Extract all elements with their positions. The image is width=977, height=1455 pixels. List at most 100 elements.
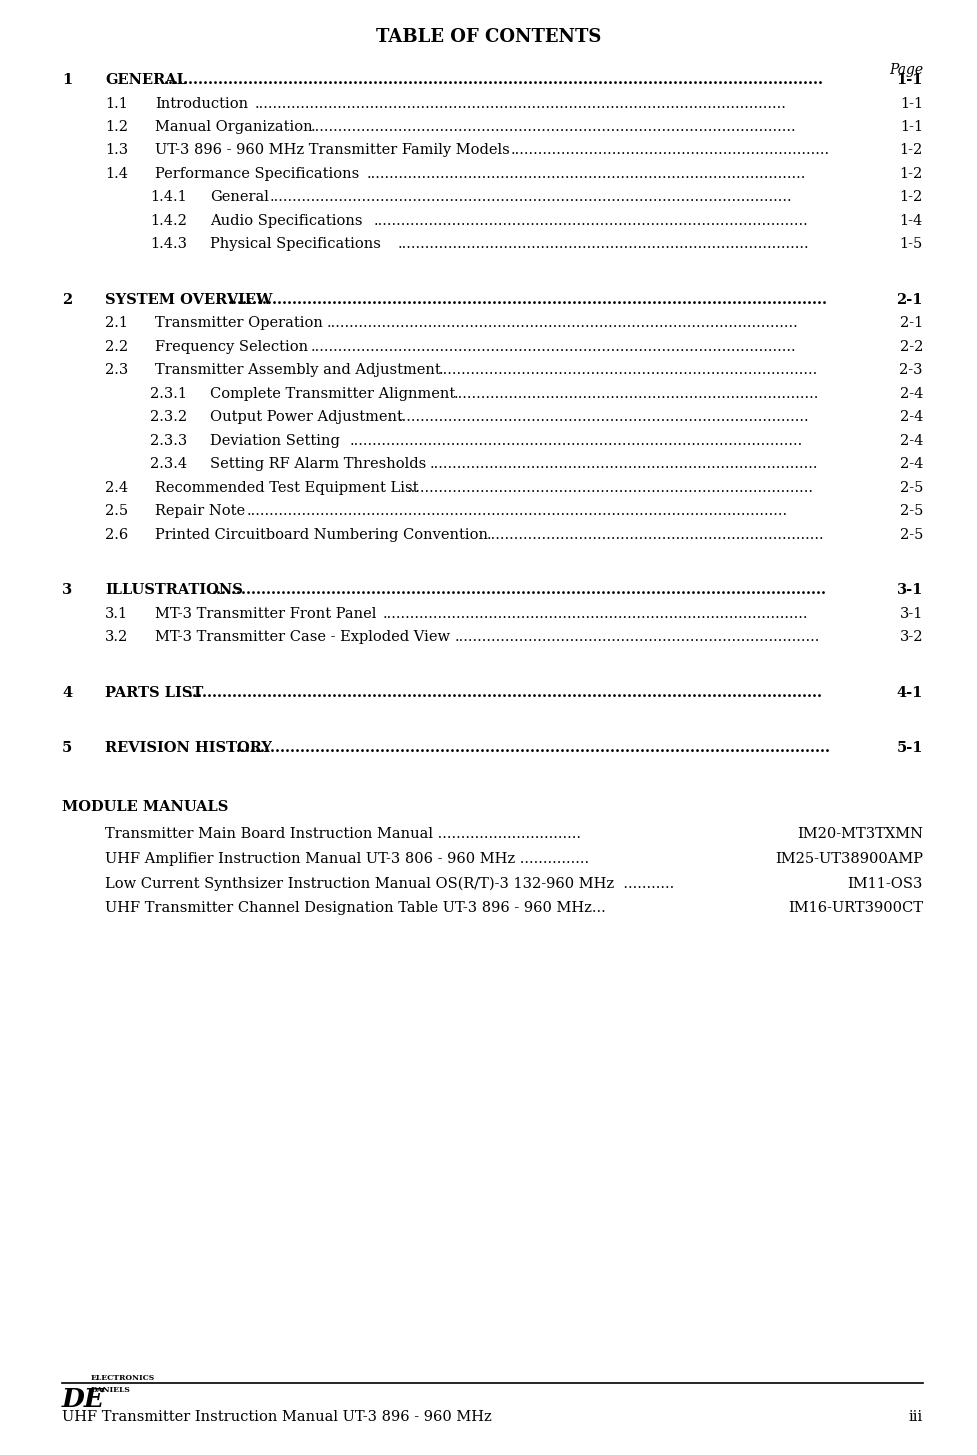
- Text: 2-4: 2-4: [899, 410, 922, 425]
- Text: 2.3: 2.3: [105, 364, 128, 377]
- Text: Repair Note: Repair Note: [154, 505, 245, 518]
- Text: IM25-UT38900AMP: IM25-UT38900AMP: [774, 853, 922, 866]
- Text: 1.4: 1.4: [105, 167, 128, 180]
- Text: 2.6: 2.6: [105, 528, 128, 543]
- Text: 2-4: 2-4: [899, 434, 922, 448]
- Text: SYSTEM OVERVIEW: SYSTEM OVERVIEW: [105, 292, 273, 307]
- Text: ................................................................................: ........................................…: [246, 505, 786, 518]
- Text: ................................................................................: ........................................…: [188, 685, 823, 700]
- Text: General: General: [210, 191, 269, 205]
- Text: ................................................................................: ........................................…: [397, 410, 808, 425]
- Text: Transmitter Main Board Instruction Manual ...............................: Transmitter Main Board Instruction Manua…: [105, 828, 580, 841]
- Text: 2-2: 2-2: [899, 340, 922, 354]
- Text: ELECTRONICS: ELECTRONICS: [91, 1374, 155, 1382]
- Text: IM11-OS3: IM11-OS3: [847, 876, 922, 890]
- Text: 1.2: 1.2: [105, 119, 128, 134]
- Text: 2.5: 2.5: [105, 505, 128, 518]
- Text: 2.3.1: 2.3.1: [149, 387, 187, 402]
- Text: 1-1: 1-1: [899, 96, 922, 111]
- Text: ...............................................................................: ........................................…: [453, 387, 818, 402]
- Text: 3-1: 3-1: [896, 583, 922, 598]
- Text: 2.3.4: 2.3.4: [149, 457, 187, 471]
- Text: ................................................................................: ........................................…: [164, 73, 824, 87]
- Text: 3-2: 3-2: [899, 630, 922, 645]
- Text: 1-1: 1-1: [899, 119, 922, 134]
- Text: 1.3: 1.3: [105, 144, 128, 157]
- Text: iii: iii: [908, 1410, 922, 1424]
- Text: 1-1: 1-1: [896, 73, 922, 87]
- Text: 1.4.1: 1.4.1: [149, 191, 187, 205]
- Text: Setting RF Alarm Thresholds: Setting RF Alarm Thresholds: [210, 457, 426, 471]
- Text: Frequency Selection: Frequency Selection: [154, 340, 308, 354]
- Text: 1-4: 1-4: [899, 214, 922, 228]
- Text: REVISION HISTORY: REVISION HISTORY: [105, 742, 272, 755]
- Text: Introduction: Introduction: [154, 96, 248, 111]
- Text: 2.3.3: 2.3.3: [149, 434, 187, 448]
- Text: 4-1: 4-1: [896, 685, 922, 700]
- Text: 1-2: 1-2: [899, 144, 922, 157]
- Text: DE: DE: [62, 1387, 105, 1411]
- Text: ...............................................................................: ........................................…: [454, 630, 820, 645]
- Text: .....................................................................: ........................................…: [510, 144, 829, 157]
- Text: 2-1: 2-1: [896, 292, 922, 307]
- Text: ................................................................................: ........................................…: [310, 119, 795, 134]
- Text: UHF Transmitter Channel Designation Table UT-3 896 - 960 MHz...: UHF Transmitter Channel Designation Tabl…: [105, 901, 605, 915]
- Text: ................................................................................: ........................................…: [373, 214, 807, 228]
- Text: 2-5: 2-5: [899, 528, 922, 543]
- Text: Deviation Setting: Deviation Setting: [210, 434, 340, 448]
- Text: ................................................................................: ........................................…: [429, 457, 817, 471]
- Text: MODULE MANUALS: MODULE MANUALS: [62, 800, 229, 815]
- Text: Performance Specifications: Performance Specifications: [154, 167, 359, 180]
- Text: Audio Specifications: Audio Specifications: [210, 214, 362, 228]
- Text: IM20-MT3TXMN: IM20-MT3TXMN: [796, 828, 922, 841]
- Text: 3.1: 3.1: [105, 607, 128, 621]
- Text: MT-3 Transmitter Front Panel: MT-3 Transmitter Front Panel: [154, 607, 376, 621]
- Text: ................................................................................: ........................................…: [349, 434, 802, 448]
- Text: ................................................................................: ........................................…: [236, 742, 830, 755]
- Text: Page: Page: [888, 63, 922, 77]
- Text: TABLE OF CONTENTS: TABLE OF CONTENTS: [376, 28, 601, 47]
- Text: 1-5: 1-5: [899, 237, 922, 252]
- Text: PARTS LIST: PARTS LIST: [105, 685, 203, 700]
- Text: 1.4.2: 1.4.2: [149, 214, 187, 228]
- Text: Manual Organization: Manual Organization: [154, 119, 313, 134]
- Text: MT-3 Transmitter Case - Exploded View: MT-3 Transmitter Case - Exploded View: [154, 630, 449, 645]
- Text: IM16-URT3900CT: IM16-URT3900CT: [787, 901, 922, 915]
- Text: 2-4: 2-4: [899, 457, 922, 471]
- Text: Transmitter Assembly and Adjustment: Transmitter Assembly and Adjustment: [154, 364, 441, 377]
- Text: 2.4: 2.4: [105, 482, 128, 495]
- Text: Recommended Test Equipment List: Recommended Test Equipment List: [154, 482, 418, 495]
- Text: 2.3.2: 2.3.2: [149, 410, 187, 425]
- Text: ................................................................................: ........................................…: [326, 317, 797, 330]
- Text: 2-1: 2-1: [899, 317, 922, 330]
- Text: Output Power Adjustment: Output Power Adjustment: [210, 410, 403, 425]
- Text: 2: 2: [62, 292, 72, 307]
- Text: .........................................................................: ........................................…: [487, 528, 824, 543]
- Text: 1.1: 1.1: [105, 96, 128, 111]
- Text: 2-5: 2-5: [899, 505, 922, 518]
- Text: 5: 5: [62, 742, 72, 755]
- Text: 1-2: 1-2: [899, 191, 922, 205]
- Text: ................................................................................: ........................................…: [269, 191, 791, 205]
- Text: ................................................................................: ........................................…: [382, 607, 807, 621]
- Text: 2-3: 2-3: [899, 364, 922, 377]
- Text: ................................................................................: ........................................…: [310, 340, 795, 354]
- Text: 1-2: 1-2: [899, 167, 922, 180]
- Text: ................................................................................: ........................................…: [254, 96, 786, 111]
- Text: ................................................................................: ........................................…: [366, 167, 805, 180]
- Text: Low Current Synthsizer Instruction Manual OS(R/T)-3 132-960 MHz  ...........: Low Current Synthsizer Instruction Manua…: [105, 876, 673, 890]
- Text: 2.1: 2.1: [105, 317, 128, 330]
- Text: 1: 1: [62, 73, 72, 87]
- Text: GENERAL: GENERAL: [105, 73, 187, 87]
- Text: Printed Circuitboard Numbering Convention: Printed Circuitboard Numbering Conventio…: [154, 528, 488, 543]
- Text: ................................................................................: ........................................…: [406, 482, 813, 495]
- Text: 2-5: 2-5: [899, 482, 922, 495]
- Text: 2-4: 2-4: [899, 387, 922, 402]
- Text: Physical Specifications: Physical Specifications: [210, 237, 380, 252]
- Text: ................................................................................: ........................................…: [228, 292, 828, 307]
- Text: 1.4.3: 1.4.3: [149, 237, 187, 252]
- Text: Transmitter Operation: Transmitter Operation: [154, 317, 322, 330]
- Text: 5-1: 5-1: [896, 742, 922, 755]
- Text: 3: 3: [62, 583, 72, 598]
- Text: ................................................................................: ........................................…: [212, 583, 827, 598]
